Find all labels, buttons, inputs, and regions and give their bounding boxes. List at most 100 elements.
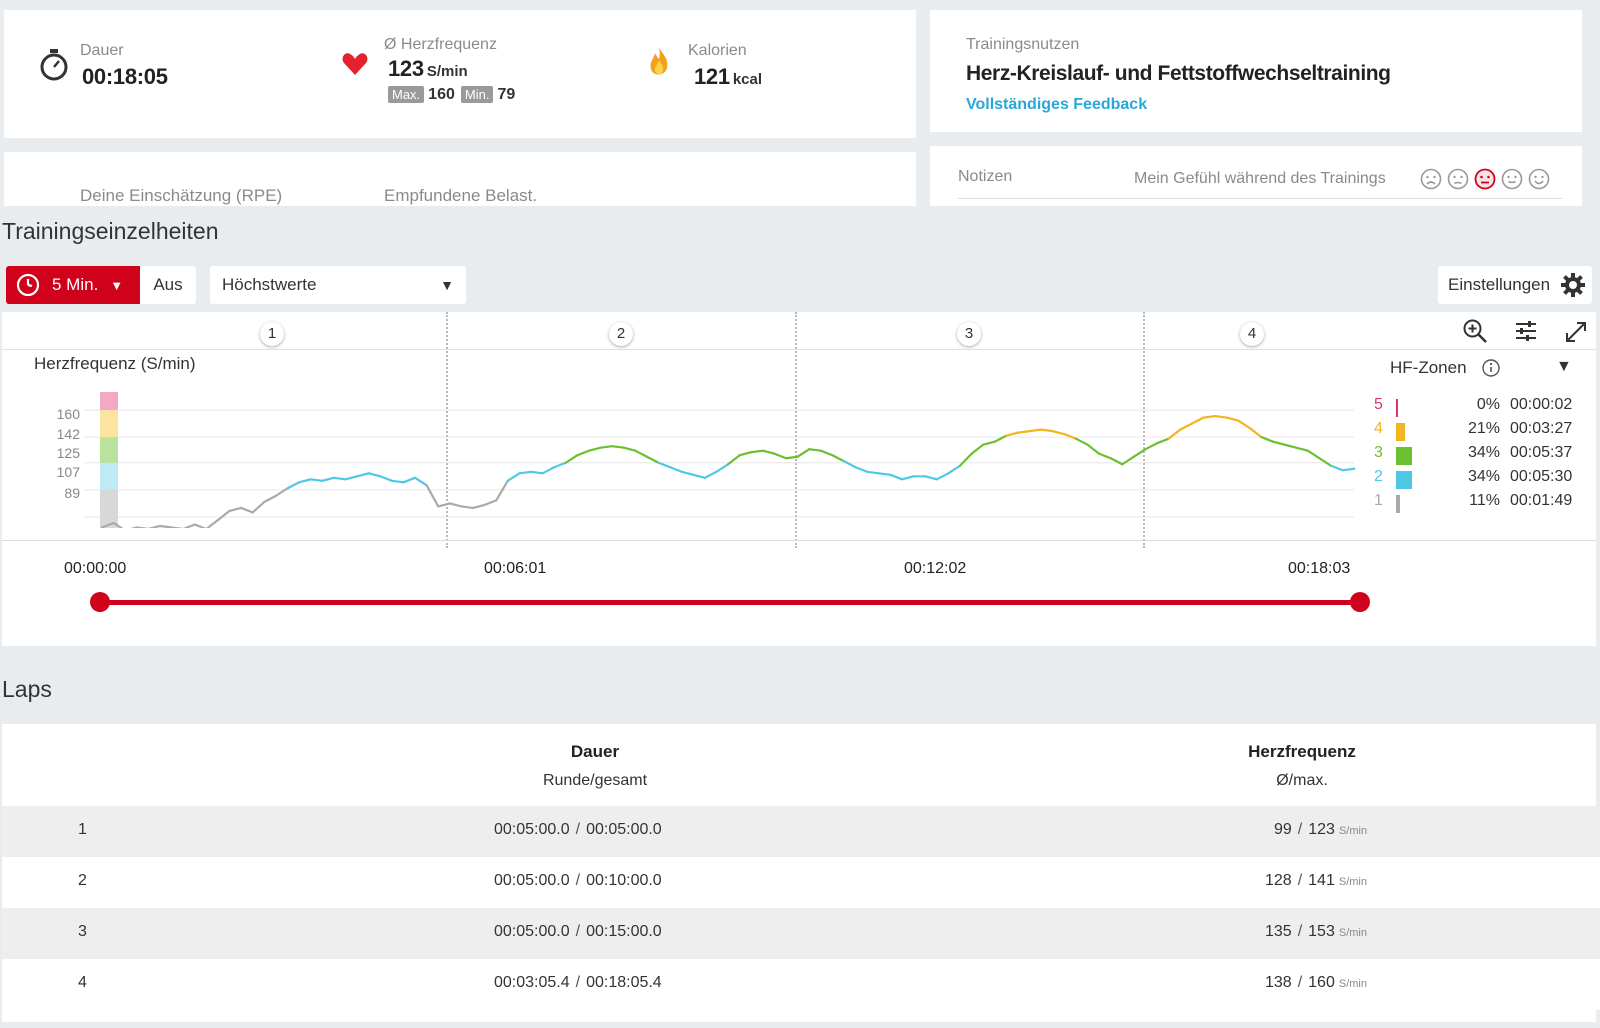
hr-line-segment [587,446,602,452]
zone-row-1: 1 11% 00:01:49 [1374,492,1594,516]
hr-avg: 99 [1274,821,1292,838]
hr-line-segment [935,472,950,481]
hr-unit: S/min [426,63,468,80]
hr-line-segment [135,526,149,528]
very-happy-face-icon[interactable] [1528,168,1550,190]
range-slider-start-handle[interactable] [90,592,110,612]
col-duration-sub: Runde/gesamt [542,772,648,789]
chart-range-divider [2,540,1596,541]
ytick-160: 160 [56,406,80,422]
hr-line-segment [1190,416,1205,425]
hr-line-segment [1306,449,1321,460]
details-title: Trainingseinzelheiten [2,218,219,244]
table-row[interactable]: 3 00:05:00.0/00:15:00.0 135/153 S/min [2,908,1600,959]
hf-zones-header[interactable]: HF-Zonen ▼ [1390,358,1580,382]
hr-max: 160 [1308,974,1335,991]
lap-marker-3[interactable]: 3 [957,322,981,346]
settings-label: Einstellungen [1448,275,1551,294]
hr-line-segment [216,509,231,522]
max-tag: Max. [388,86,425,103]
feeling-label: Mein Gefühl während des Trainings [1134,170,1386,187]
hr-line-segment [518,470,533,475]
lap-time: 00:05:00.0 [494,923,570,940]
hr-line-segment [274,487,289,497]
hr-line-segment [1051,430,1066,436]
hr-line-segment [367,472,382,478]
hr-line-segment [669,466,683,473]
table-row[interactable]: 1 00:05:00.0/00:05:00.0 99/123 S/min [2,806,1600,857]
hr-line-segment [645,455,660,464]
hr-line-segment [877,472,892,476]
hr-line-segment [193,523,207,528]
hr-line-segment [564,454,579,464]
lap-marker-2[interactable]: 2 [609,322,633,346]
hr-avg: 128 [1265,872,1292,889]
hr-line-segment [471,503,486,510]
interval-button[interactable]: 5 Min. ▼ [6,266,140,304]
lap-number: 1 [78,821,87,838]
off-button[interactable]: Aus [140,266,196,304]
hr-line-segment [924,475,938,481]
hr-line-segment [413,476,428,487]
feeling-faces [1420,168,1550,194]
zone-number: 4 [1374,420,1383,437]
lap-marker-4[interactable]: 4 [1240,322,1264,346]
neutral-face-icon[interactable] [1474,168,1496,190]
hr-line-segment [1167,428,1182,440]
lap-hr: 99/123 S/min [1274,821,1368,838]
lap-time: 00:05:00.0 [494,821,570,838]
lap-hr: 135/153 S/min [1265,923,1367,940]
hr-line-segment [1329,464,1344,472]
range-slider-track[interactable] [100,600,1360,605]
hr-line-segment [529,470,544,475]
happy-face-icon[interactable] [1501,168,1523,190]
table-row[interactable]: 2 00:05:00.0/00:10:00.0 128/141 S/min [2,857,1600,908]
settings-button[interactable]: Einstellungen [1438,266,1592,304]
notes-card: Notizen Mein Gefühl während des Training… [930,146,1582,206]
zone-time: 00:01:49 [1510,492,1573,509]
flame-icon [650,47,668,75]
zone-percent: 11% [1469,492,1500,509]
hr-line-segment [332,476,347,481]
zone-bar [1396,399,1398,417]
hr-line-segment [182,523,196,528]
hr-line-segment [842,460,857,469]
lap-marker-1[interactable]: 1 [260,322,284,346]
hr-line-segment [1144,442,1159,451]
lap-time: 00:03:05.4 [494,974,570,991]
hr-line-segment [1260,436,1275,443]
metric-select[interactable]: Höchstwerte ▼ [210,266,466,304]
hr-line-segment [1248,427,1263,439]
hr-chart-svg [84,392,1356,528]
hr-line-segment [1086,443,1101,455]
expand-icon[interactable] [1564,320,1588,344]
hr-line-segment [483,499,498,507]
zoom-in-icon[interactable] [1462,318,1488,344]
hr-value: 123 [388,56,424,81]
ytick-89: 89 [64,485,80,501]
lap-time: 00:05:00.0 [494,872,570,889]
hr-line-segment [1341,467,1356,472]
hr-line-segment [158,524,173,528]
zone-percent: 34% [1467,444,1500,461]
hr-line-segment [286,481,301,490]
zones-chevron-down-icon[interactable]: ▼ [1556,358,1572,375]
info-icon[interactable] [1482,359,1500,377]
very-sad-face-icon[interactable] [1420,168,1442,190]
hr-line-segment [240,506,254,514]
table-row[interactable]: 4 00:03:05.4/00:18:05.4 138/160 S/min [2,959,1600,1010]
chart-ylabel: Herzfrequenz (S/min) [34,354,196,373]
full-feedback-link[interactable]: Vollständiges Feedback [966,96,1148,113]
range-slider-end-handle[interactable] [1350,592,1370,612]
hr-line-segment [947,464,962,475]
filter-sliders-icon[interactable] [1514,320,1538,342]
interval-label: 5 Min. [52,275,99,294]
sad-face-icon[interactable] [1447,168,1469,190]
hr-line-segment [344,475,359,481]
hr-line-segment [982,440,996,446]
hr-line-segment [228,506,243,513]
lap-divider-2 [795,312,797,548]
notes-input-edge[interactable] [958,198,1562,206]
col-duration-title: Dauer [570,742,620,761]
lap-duration: 00:05:00.0/00:15:00.0 [494,923,662,940]
